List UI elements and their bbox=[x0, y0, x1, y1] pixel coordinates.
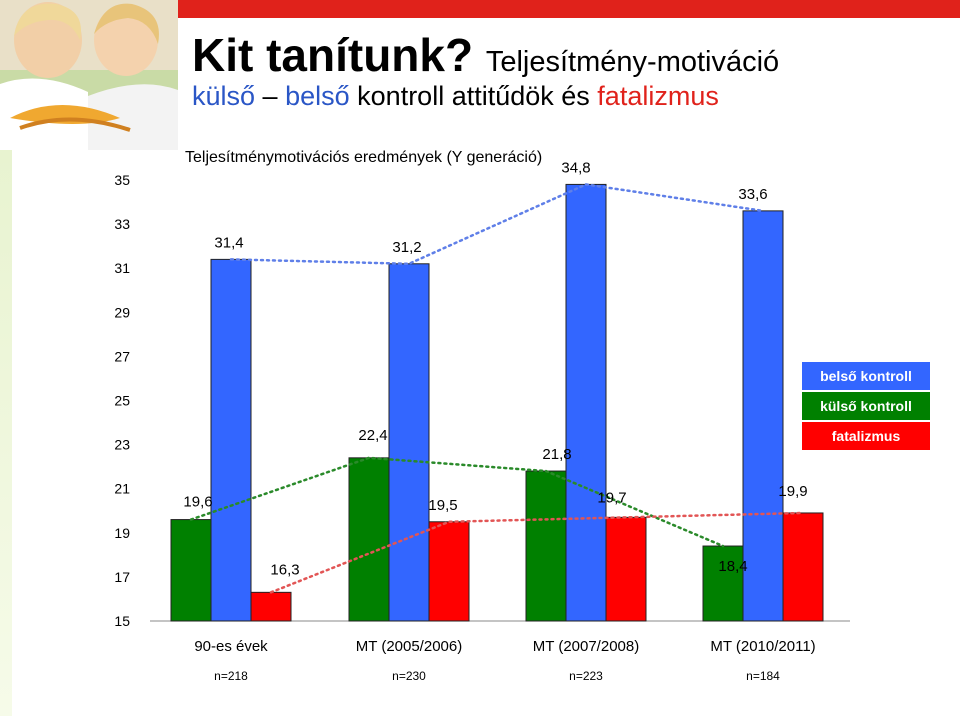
bar-fatalizmus-1 bbox=[428, 521, 470, 622]
value-label-fatalizmus: 19,7 bbox=[597, 489, 626, 506]
bar-külső-kontroll-0 bbox=[170, 519, 212, 622]
bar-belső-kontroll-2 bbox=[565, 183, 607, 622]
y-tick-label: 23 bbox=[114, 437, 130, 453]
y-tick-label: 21 bbox=[114, 481, 130, 497]
y-tick-label: 33 bbox=[114, 216, 130, 232]
subtitle-middle: kontroll attitűdök és bbox=[357, 81, 590, 111]
value-label-belső-kontroll: 31,4 bbox=[214, 234, 243, 251]
bar-fatalizmus-3 bbox=[782, 512, 824, 622]
sample-size-label: n=218 bbox=[214, 669, 248, 683]
chart-title: Teljesítménymotivációs eredmények (Y gen… bbox=[185, 149, 542, 166]
trend-line-külső-kontroll bbox=[189, 456, 725, 548]
subtitle-fatalizmus: fatalizmus bbox=[597, 81, 719, 111]
y-tick-label: 29 bbox=[114, 304, 130, 320]
value-label-belső-kontroll: 34,8 bbox=[561, 159, 590, 176]
bar-belső-kontroll-0 bbox=[210, 258, 252, 622]
subtitle-kulso: külső bbox=[192, 81, 256, 111]
subtitle-dash: – bbox=[262, 81, 278, 111]
sample-size-label: n=184 bbox=[746, 669, 780, 683]
value-label-külső-kontroll: 21,8 bbox=[542, 446, 571, 463]
value-label-külső-kontroll: 19,6 bbox=[183, 494, 212, 511]
sample-size-label: n=223 bbox=[569, 669, 603, 683]
chart-legend: belső kontroll külső kontroll fatalizmus bbox=[802, 362, 930, 452]
bar-belső-kontroll-3 bbox=[742, 210, 784, 622]
legend-item-fatalizmus: fatalizmus bbox=[802, 422, 930, 450]
value-label-belső-kontroll: 31,2 bbox=[392, 239, 421, 256]
value-label-fatalizmus: 16,3 bbox=[270, 561, 299, 578]
subtitle-belso: belső bbox=[285, 81, 350, 111]
y-tick-label: 25 bbox=[114, 393, 130, 409]
value-label-külső-kontroll: 22,4 bbox=[358, 427, 387, 444]
bar-külső-kontroll-2 bbox=[525, 470, 567, 622]
value-label-fatalizmus: 19,5 bbox=[428, 497, 457, 514]
slide-subtitle: külső – belső kontroll attitűdök és fata… bbox=[192, 80, 719, 112]
trend-line-fatalizmus bbox=[269, 511, 805, 594]
y-tick-label: 27 bbox=[114, 348, 130, 364]
category-label: MT (2010/2011) bbox=[710, 638, 815, 655]
sample-size-label: n=230 bbox=[392, 669, 426, 683]
bar-külső-kontroll-3 bbox=[702, 545, 744, 622]
left-decorative-strip bbox=[0, 150, 12, 716]
title-sub: Teljesítmény-motiváció bbox=[485, 46, 780, 78]
bar-külső-kontroll-1 bbox=[348, 457, 390, 622]
bar-belső-kontroll-1 bbox=[388, 263, 430, 622]
category-label: 90-es évek bbox=[194, 638, 268, 655]
category-label: MT (2005/2006) bbox=[356, 638, 462, 655]
value-label-belső-kontroll: 33,6 bbox=[738, 186, 767, 203]
y-tick-label: 15 bbox=[114, 613, 130, 629]
category-label: MT (2007/2008) bbox=[533, 638, 639, 655]
y-tick-label: 19 bbox=[114, 525, 130, 541]
bar-fatalizmus-0 bbox=[250, 591, 292, 622]
legend-item-belső-kontroll: belső kontroll bbox=[802, 362, 930, 390]
title-main: Kit tanítunk? bbox=[192, 29, 474, 81]
bar-fatalizmus-2 bbox=[605, 516, 647, 622]
y-tick-label: 17 bbox=[114, 569, 130, 585]
legend-item-külső-kontroll: külső kontroll bbox=[802, 392, 930, 420]
header-photo bbox=[0, 0, 178, 150]
value-label-külső-kontroll: 18,4 bbox=[718, 558, 747, 575]
trend-line-belső-kontroll bbox=[229, 183, 765, 266]
slide-title: Kit tanítunk? Teljesítmény-motiváció bbox=[192, 30, 779, 87]
top-red-bar bbox=[178, 0, 960, 18]
y-tick-label: 35 bbox=[114, 172, 130, 188]
value-label-fatalizmus: 19,9 bbox=[778, 483, 807, 500]
y-tick-label: 31 bbox=[114, 260, 130, 276]
